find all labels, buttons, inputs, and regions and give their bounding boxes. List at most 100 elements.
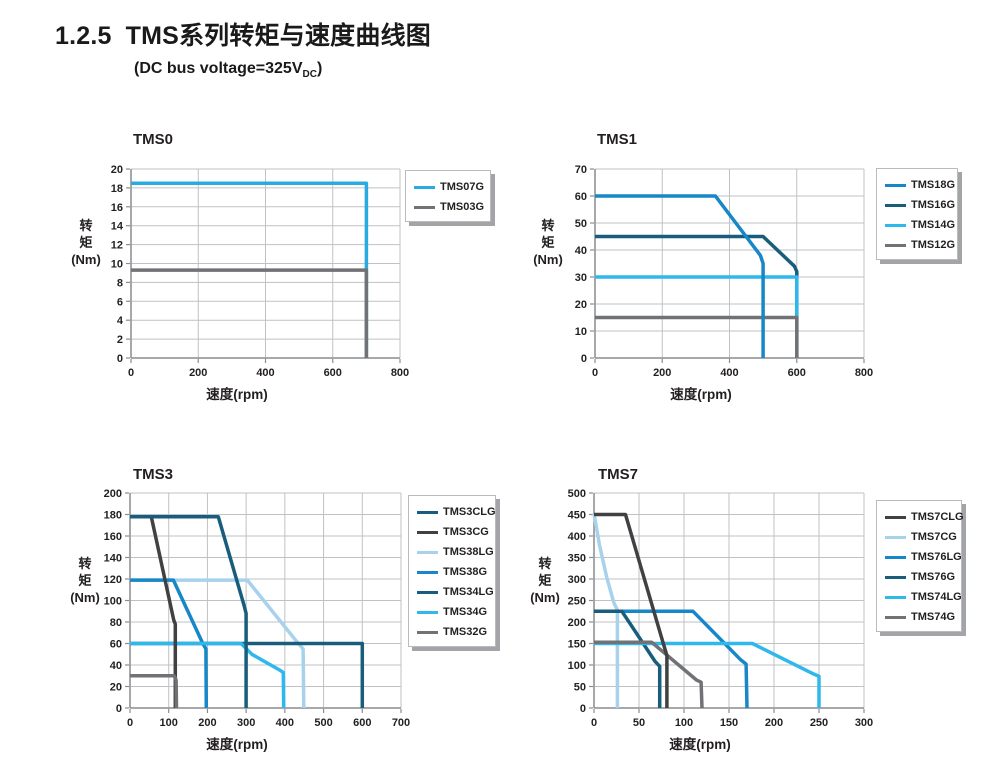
legend-line-swatch — [885, 595, 906, 599]
x-tick-label: 400 — [256, 367, 274, 379]
y-tick-label: 200 — [568, 617, 586, 629]
x-axis-label-tms7: 速度(rpm) — [669, 737, 731, 752]
x-tick-label: 800 — [391, 367, 409, 379]
legend-label: TMS14G — [911, 219, 956, 231]
legend-item-TMS12G: TMS12G — [885, 235, 955, 255]
y-tick-label: 200 — [104, 488, 122, 500]
x-tick-label: 200 — [189, 367, 207, 379]
y-tick-label: 120 — [104, 574, 122, 586]
legend-item-TMS7CLG: TMS7CLG — [885, 507, 964, 527]
y-tick-label: 60 — [110, 639, 122, 651]
legend-label: TMS38G — [443, 566, 488, 578]
section-title: TMS系列转矩与速度曲线图 — [125, 22, 431, 50]
legend-item-TMS74LG: TMS74LG — [885, 587, 962, 607]
x-tick-label: 300 — [855, 717, 873, 729]
y-tick-label: 400 — [568, 531, 586, 543]
legend-line-swatch — [885, 183, 906, 187]
legend-item-TMS76G: TMS76G — [885, 567, 956, 587]
legend-line-swatch — [417, 590, 438, 594]
legend-line-swatch — [885, 223, 906, 227]
legend-label: TMS34G — [443, 606, 488, 618]
subscript-dc: DC — [302, 69, 317, 81]
legend-item-TMS34LG: TMS34LG — [417, 582, 494, 602]
legend-label: TMS76G — [911, 571, 956, 583]
legend-item-TMS16G: TMS16G — [885, 195, 955, 215]
dc-bus-voltage-subtitle: (DC bus voltage=325VDC) — [134, 60, 323, 81]
y-tick-label: 20 — [575, 299, 587, 311]
legend-label: TMS7CLG — [911, 511, 964, 523]
plot-svg-tms7: 0 50 100 150 200 250 300 0 50 100 150 200 250 300 350 4… — [568, 488, 874, 729]
x-tick-label: 800 — [855, 367, 873, 379]
x-tick-label: 200 — [198, 717, 216, 729]
legend-label: TMS3CLG — [443, 506, 496, 518]
legend-line-swatch — [885, 203, 906, 207]
y-axis-label-tms0: 转 矩 (Nm) — [71, 218, 101, 267]
x-tick-label: 0 — [128, 367, 134, 379]
legend-item-TMS38LG: TMS38LG — [417, 542, 494, 562]
legend-item-TMS38G: TMS38G — [417, 562, 487, 582]
legend-item-TMS32G: TMS32G — [417, 622, 487, 642]
legend-label: TMS38LG — [443, 546, 494, 558]
legend-line-swatch — [417, 570, 438, 574]
x-tick-label: 0 — [592, 367, 598, 379]
legend-tms7: TMS7CLG TMS7CG TMS76LG TMS76G TMS74LG TMS74G — [876, 500, 964, 632]
y-tick-label: 60 — [575, 191, 587, 203]
x-tick-label: 600 — [324, 367, 342, 379]
y-tick-label: 180 — [104, 510, 122, 522]
legend-line-swatch — [414, 185, 435, 189]
y-tick-label: 18 — [111, 183, 123, 195]
y-tick-label: 0 — [116, 703, 122, 715]
legend-label: TMS3CG — [443, 526, 489, 538]
series-TMS32G — [130, 674, 179, 709]
y-tick-label: 40 — [575, 245, 587, 257]
section-number: 1.2.5 — [55, 22, 112, 50]
legend-line-swatch — [417, 550, 438, 554]
y-tick-label: 70 — [575, 164, 587, 176]
y-tick-label: 300 — [568, 574, 586, 586]
series-TMS03G — [131, 268, 369, 358]
series-TMS7CLG — [594, 512, 669, 708]
series-TMS12G — [595, 315, 799, 358]
legend-item-TMS7CG: TMS7CG — [885, 527, 957, 547]
legend-tms0: TMS07G TMS03G — [405, 170, 491, 222]
y-axis-label-tms1: 转 矩 (Nm) — [533, 218, 563, 267]
x-tick-label: 200 — [653, 367, 671, 379]
series-TMS76G — [594, 609, 662, 708]
y-tick-label: 20 — [110, 682, 122, 694]
legend-item-TMS07G: TMS07G — [414, 177, 484, 197]
x-tick-label: 0 — [127, 717, 133, 729]
x-tick-label: 400 — [276, 717, 294, 729]
y-tick-label: 0 — [581, 353, 587, 365]
section-heading: 1.2.5 TMS系列转矩与速度曲线图 — [55, 16, 431, 52]
y-tick-label: 4 — [117, 315, 124, 327]
series-TMS76LG — [594, 609, 749, 709]
y-tick-label: 0 — [117, 353, 123, 365]
x-tick-label: 600 — [788, 367, 806, 379]
chart-title-tms3: TMS3 — [133, 466, 174, 483]
x-tick-label: 100 — [160, 717, 178, 729]
series-TMS74LG — [594, 641, 821, 708]
legend-tms1: TMS18G TMS16G TMS14G TMS12G — [876, 168, 958, 260]
legend-label: TMS32G — [443, 626, 488, 638]
legend-tms3: TMS3CLG TMS3CG TMS38LG TMS38G TMS34LG TMS34G T… — [408, 495, 496, 647]
legend-label: TMS12G — [911, 239, 956, 251]
legend-label: TMS18G — [911, 179, 956, 191]
plot-svg-tms1: 0 200 400 600 800 0 10 20 30 40 50 60 70 — [575, 164, 873, 379]
x-axis-label-tms3: 速度(rpm) — [206, 737, 268, 752]
y-tick-label: 100 — [568, 660, 586, 672]
chart-title-tms7: TMS7 — [598, 466, 639, 483]
series-TMS74G — [594, 640, 704, 709]
y-tick-label: 2 — [117, 334, 123, 346]
x-tick-label: 150 — [720, 717, 738, 729]
legend-item-TMS34G: TMS34G — [417, 602, 487, 622]
y-tick-label: 100 — [104, 596, 122, 608]
y-tick-label: 20 — [111, 164, 123, 176]
x-tick-label: 0 — [591, 717, 597, 729]
x-tick-label: 300 — [237, 717, 255, 729]
y-tick-label: 150 — [568, 639, 586, 651]
y-tick-label: 250 — [568, 596, 586, 608]
y-tick-label: 40 — [110, 660, 122, 672]
y-tick-label: 50 — [574, 682, 586, 694]
y-tick-label: 450 — [568, 510, 586, 522]
legend-line-swatch — [885, 243, 906, 247]
